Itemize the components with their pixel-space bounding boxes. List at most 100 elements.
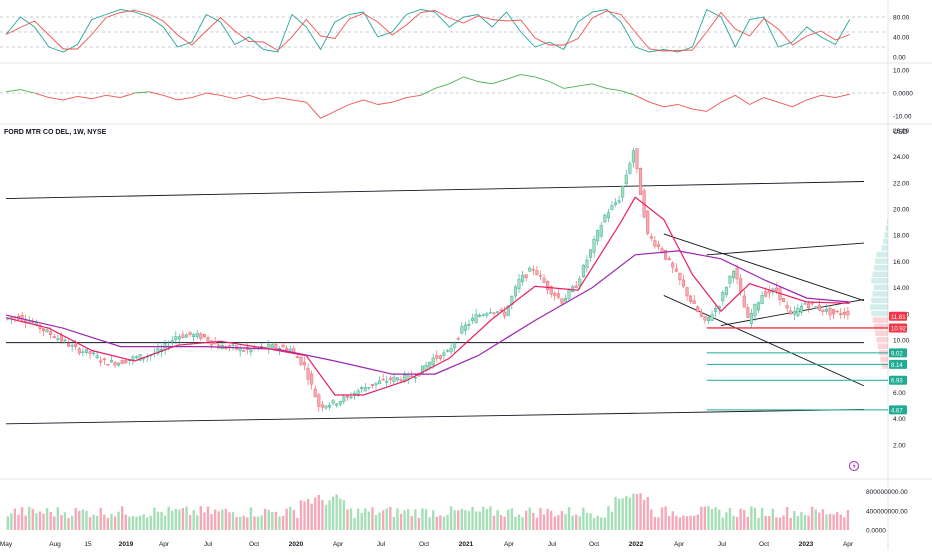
candle-body bbox=[639, 168, 643, 195]
volume-bar bbox=[846, 509, 850, 530]
oscillator-segment bbox=[234, 94, 250, 100]
candle-body bbox=[517, 279, 521, 289]
volume-bar bbox=[188, 515, 192, 530]
candle-body bbox=[621, 185, 625, 198]
candle-body bbox=[345, 396, 349, 398]
price-axis-tick: 24.00 bbox=[893, 154, 910, 161]
oscillator-segment bbox=[806, 94, 822, 101]
time-axis-label: Apr bbox=[843, 541, 854, 548]
volume-bar bbox=[67, 517, 70, 530]
volume-bar bbox=[403, 510, 406, 530]
slow-moving-average-line bbox=[5, 250, 850, 375]
volume-bar bbox=[718, 509, 721, 530]
candle-body bbox=[274, 344, 278, 348]
candle-body bbox=[213, 342, 217, 345]
candle-body bbox=[449, 348, 453, 353]
candle-body bbox=[381, 378, 385, 381]
stochastic-axis-tick: 80.00 bbox=[893, 15, 910, 22]
candle-body bbox=[446, 350, 450, 352]
candle-body bbox=[52, 336, 56, 339]
oscillator-segment bbox=[620, 90, 636, 96]
candle-body bbox=[746, 307, 750, 318]
alert-icon[interactable] bbox=[849, 461, 859, 471]
volume-bar bbox=[707, 506, 710, 530]
candle-body bbox=[692, 300, 696, 304]
oscillator-segment bbox=[263, 97, 278, 101]
candle-body bbox=[610, 205, 614, 210]
oscillator-segment bbox=[763, 97, 779, 103]
volume-bar bbox=[74, 508, 77, 530]
candle-body bbox=[170, 340, 174, 343]
volume-bar bbox=[667, 516, 671, 530]
volume-bar bbox=[210, 514, 213, 530]
volume-bar bbox=[828, 513, 832, 530]
oscillator-segment bbox=[334, 104, 350, 112]
time-axis-label: Apr bbox=[159, 541, 170, 548]
candle-body bbox=[460, 326, 464, 334]
volume-bar bbox=[757, 517, 760, 530]
price-axis-tick: 16.00 bbox=[893, 259, 910, 266]
volume-bar bbox=[99, 507, 102, 530]
volume-bar bbox=[56, 507, 60, 530]
volume-bar bbox=[621, 498, 624, 530]
candle-body bbox=[471, 317, 475, 321]
upper-channel-line[interactable] bbox=[5, 181, 865, 199]
candle-body bbox=[603, 214, 607, 223]
volume-bar bbox=[156, 511, 160, 530]
volume-profile-bar bbox=[876, 337, 888, 343]
volume-bar bbox=[231, 511, 235, 530]
candle-body bbox=[624, 174, 628, 184]
candle-body bbox=[413, 377, 417, 379]
volume-bar bbox=[28, 506, 31, 530]
candle-body bbox=[185, 334, 189, 338]
volume-bar bbox=[178, 509, 181, 530]
candle-body bbox=[485, 313, 489, 316]
wedge-upper-line[interactable] bbox=[663, 233, 865, 302]
oscillator-segment bbox=[377, 101, 393, 105]
oscillator-segment bbox=[363, 99, 378, 105]
candle-body bbox=[546, 280, 550, 291]
candle-body bbox=[535, 270, 539, 275]
volume-bar bbox=[249, 507, 253, 530]
candle-body bbox=[45, 329, 49, 332]
candle-body bbox=[81, 351, 85, 353]
oscillator-segment bbox=[706, 101, 722, 112]
candle-body bbox=[757, 302, 761, 311]
volume-bar bbox=[95, 515, 99, 530]
volume-bar bbox=[324, 504, 328, 530]
candle-body bbox=[59, 334, 63, 342]
candle-body bbox=[649, 236, 653, 239]
candle-body bbox=[310, 373, 314, 385]
candle-body bbox=[796, 308, 800, 317]
volume-bar bbox=[449, 506, 453, 530]
candle-body bbox=[438, 355, 442, 360]
candle-body bbox=[199, 333, 203, 340]
wedge-lower-line[interactable] bbox=[720, 298, 865, 327]
volume-bar bbox=[739, 508, 742, 530]
rising-resistance-line[interactable] bbox=[706, 242, 865, 256]
volume-bar bbox=[374, 515, 378, 530]
volume-profile-bar bbox=[885, 225, 888, 232]
candle-body bbox=[528, 267, 532, 272]
candle-body bbox=[574, 285, 578, 288]
volume-axis-tick: 800000000.00 bbox=[866, 489, 908, 496]
volume-profile-bar bbox=[872, 317, 888, 323]
candle-body bbox=[42, 328, 46, 332]
volume-bar bbox=[467, 511, 471, 530]
volume-bar bbox=[317, 494, 321, 530]
volume-bar bbox=[585, 512, 589, 530]
candle-body bbox=[549, 286, 553, 295]
candle-body bbox=[435, 355, 439, 359]
candle-body bbox=[84, 348, 88, 353]
candle-body bbox=[70, 344, 74, 347]
candle-body bbox=[324, 405, 328, 409]
volume-bar bbox=[764, 515, 767, 530]
volume-bar bbox=[49, 511, 52, 530]
candle-body bbox=[685, 287, 689, 297]
candle-body bbox=[524, 274, 528, 278]
lower-channel-line[interactable] bbox=[5, 408, 865, 425]
volume-bar bbox=[832, 514, 835, 530]
